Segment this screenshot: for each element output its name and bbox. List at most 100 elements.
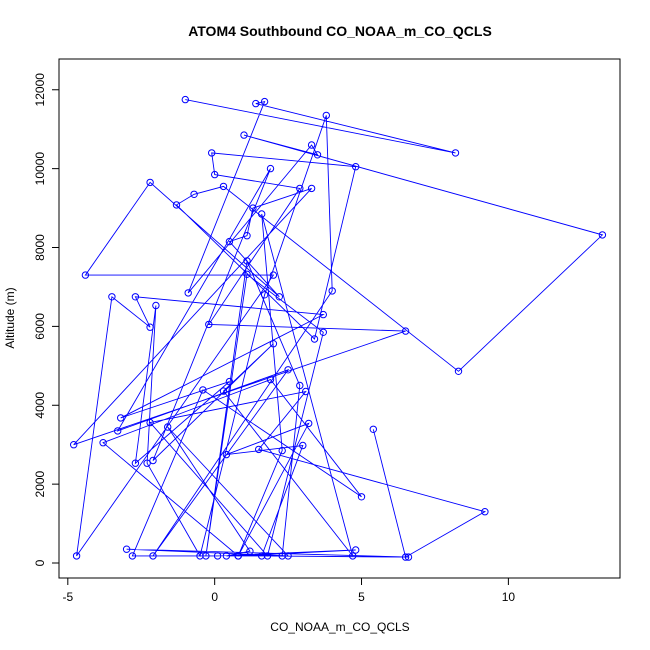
data-point [266, 375, 275, 384]
chart-title: ATOM4 Southbound CO_NOAA_m_CO_QCLS [188, 23, 492, 39]
y-axis-label: Altitude (m) [3, 287, 17, 348]
data-point [258, 210, 266, 218]
data-point [404, 553, 413, 561]
data-point [352, 163, 360, 171]
data-point [234, 552, 242, 560]
data-point [598, 231, 607, 239]
data-point [454, 367, 463, 375]
data-point [255, 445, 263, 454]
data-point [299, 441, 307, 450]
series-layer [70, 95, 607, 561]
data-point [208, 149, 216, 157]
data-point [313, 151, 322, 159]
data-point [296, 381, 304, 390]
data-point [225, 237, 234, 246]
y-tick-label: 2000 [33, 470, 47, 497]
data-point [184, 289, 192, 297]
data-point [243, 270, 251, 278]
data-point [117, 414, 125, 422]
x-tick-label: 5 [358, 590, 365, 604]
data-point [243, 257, 251, 265]
data-point [211, 170, 219, 179]
data-point [149, 552, 157, 560]
data-point [401, 553, 410, 561]
data-point [199, 386, 207, 394]
data-point [149, 456, 157, 465]
x-axis: -5 0 5 10 [62, 577, 516, 604]
y-tick-label: 10000 [33, 152, 47, 186]
data-point [451, 149, 460, 157]
data-point [275, 293, 283, 301]
data-point [284, 366, 292, 374]
data-point [222, 552, 231, 560]
data-point [152, 301, 160, 310]
data-point [481, 508, 489, 516]
data-point [328, 287, 336, 295]
y-tick-label: 4000 [33, 392, 47, 419]
data-point [122, 545, 131, 553]
data-point [322, 111, 330, 120]
data-point [128, 552, 137, 560]
data-point [219, 387, 228, 395]
data-point [263, 552, 272, 560]
data-point [181, 95, 190, 104]
data-point [246, 547, 254, 555]
data-point [240, 131, 248, 139]
data-point [296, 184, 304, 193]
data-point [81, 271, 90, 279]
data-point [305, 419, 313, 428]
data-point [222, 450, 231, 459]
data-point [70, 441, 78, 449]
data-point [310, 335, 319, 343]
data-point [205, 320, 213, 329]
data-point [143, 459, 151, 467]
data-point [249, 204, 257, 212]
data-point [352, 546, 360, 554]
data-point [146, 418, 154, 427]
data-point [349, 552, 357, 560]
data-point [252, 99, 260, 108]
data-point [219, 182, 228, 191]
data-point [146, 178, 154, 187]
x-axis-label: CO_NOAA_m_CO_QCLS [270, 620, 409, 634]
data-point [164, 423, 172, 431]
y-tick-label: 6000 [33, 313, 47, 340]
data-point [172, 201, 181, 209]
data-point [319, 328, 327, 336]
plot-frame [58, 58, 621, 579]
series-line [73, 99, 604, 558]
data-point [284, 552, 292, 560]
data-point [278, 446, 286, 455]
data-point [190, 190, 198, 199]
data-point [114, 427, 122, 435]
data-point [131, 459, 140, 467]
x-tick-label: 0 [211, 590, 218, 604]
data-point [99, 439, 107, 447]
data-point [258, 552, 266, 560]
y-axis: 0 2000 4000 6000 8000 10000 12000 [33, 73, 60, 566]
y-tick-label: 0 [33, 559, 47, 566]
x-tick-label: -5 [62, 590, 73, 604]
data-point [401, 327, 410, 335]
data-point [243, 232, 251, 240]
data-point [269, 340, 278, 348]
data-point [266, 164, 275, 173]
data-point [302, 387, 310, 396]
data-point [72, 552, 81, 560]
data-point [260, 291, 269, 299]
data-point [307, 141, 316, 149]
data-point [278, 552, 286, 560]
y-tick-label: 12000 [33, 73, 47, 107]
data-point [131, 293, 140, 301]
data-point [108, 293, 116, 301]
data-point [225, 377, 234, 386]
data-point [369, 425, 377, 433]
y-tick-label: 8000 [33, 234, 47, 261]
data-point [196, 552, 204, 560]
data-point [213, 552, 222, 560]
data-point [146, 323, 154, 331]
data-point [269, 271, 278, 279]
data-point [357, 493, 366, 501]
x-tick-label: 10 [502, 590, 516, 604]
